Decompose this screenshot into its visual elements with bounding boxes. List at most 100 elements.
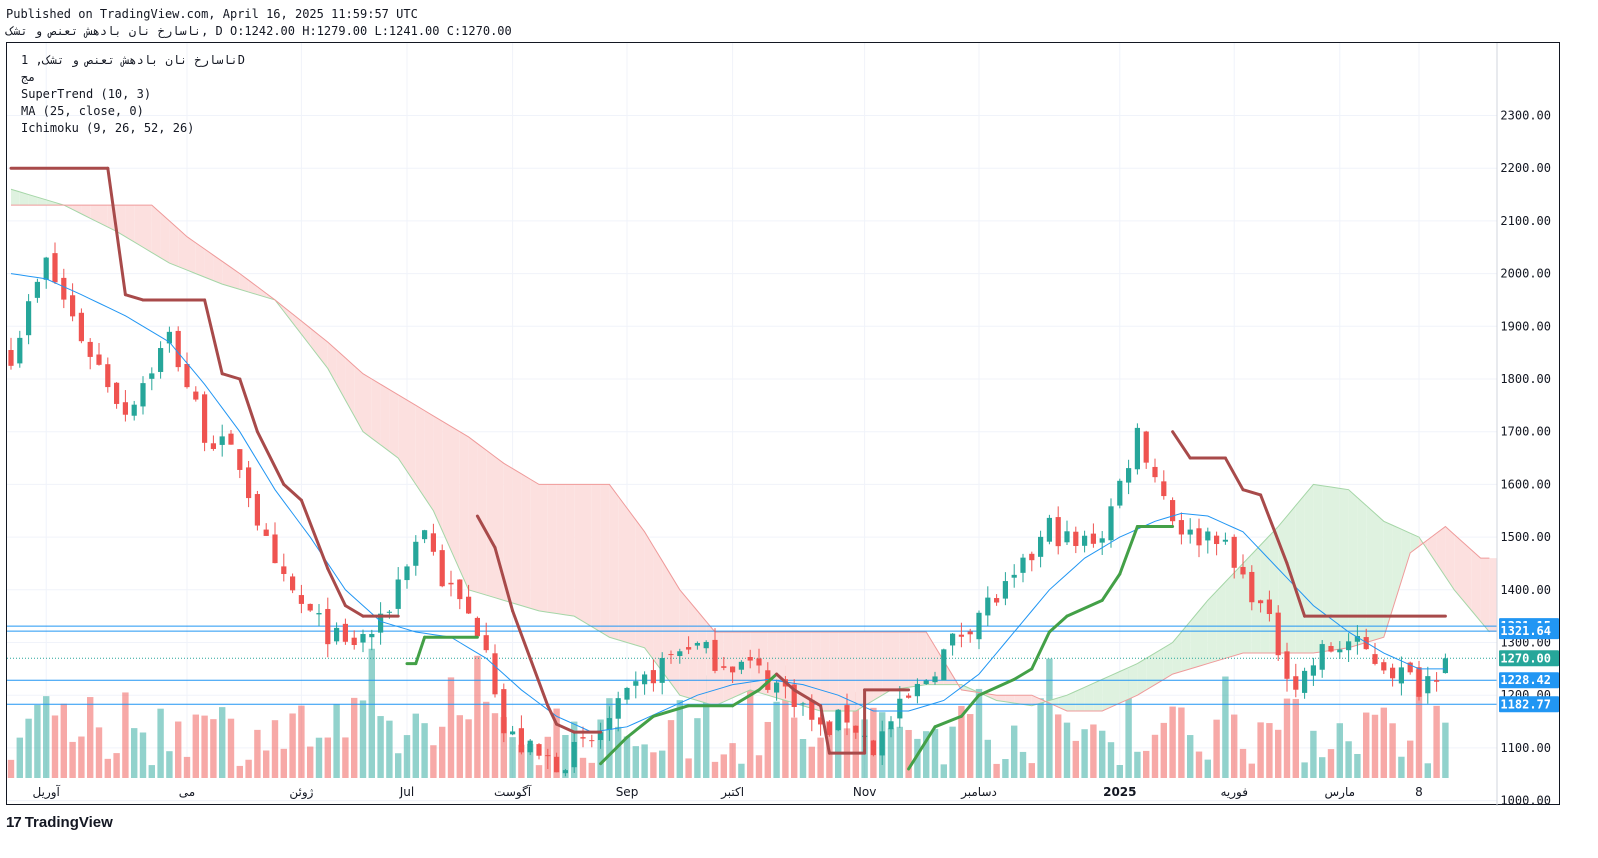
- volume-bar: [210, 719, 217, 778]
- candle-body: [439, 550, 445, 587]
- supertrend-down-segment: [528, 656, 550, 708]
- candle-body: [1381, 662, 1387, 671]
- candle-body: [580, 737, 586, 739]
- legend-ma[interactable]: MA (25, close, 0): [21, 104, 144, 118]
- x-tick-label: می: [179, 785, 195, 799]
- candle-body: [1090, 533, 1096, 544]
- cloud-segment: [1031, 695, 1041, 706]
- cloud-segment: [371, 379, 381, 445]
- supertrend-down-segment: [819, 704, 831, 755]
- volume-bar: [949, 726, 956, 778]
- volume-bar: [7, 759, 15, 778]
- candle-body: [1082, 535, 1088, 546]
- volume-bar: [1310, 730, 1317, 778]
- cloud-segment: [239, 273, 249, 293]
- volume-bar: [201, 715, 208, 778]
- candle-body: [96, 354, 102, 365]
- candle-body: [175, 330, 181, 368]
- cloud-segment: [468, 436, 478, 593]
- candle-body: [1258, 600, 1264, 604]
- volume-bar: [835, 709, 842, 778]
- supertrend-up-segment: [625, 714, 655, 739]
- candle-body: [78, 312, 84, 342]
- cloud-segment: [1023, 695, 1032, 706]
- volume-bar: [359, 700, 367, 778]
- volume-bar: [1248, 763, 1255, 778]
- x-tick-label: Jul: [399, 785, 414, 799]
- candle-body: [501, 689, 507, 734]
- chart-frame[interactable]: 1000.00 1100.00 1200.00 1300.00 1400.00 1500.…: [6, 42, 1561, 806]
- cloud-segment: [838, 631, 847, 712]
- volume-bar: [615, 726, 622, 778]
- candle-body: [1038, 536, 1044, 557]
- candle-body: [545, 755, 551, 757]
- cloud-segment: [363, 373, 372, 439]
- volume-bar: [1160, 722, 1167, 778]
- cloud-segment: [1322, 485, 1331, 652]
- y-tick-label: 2000.00: [1500, 267, 1551, 281]
- supertrend-down-segment: [792, 688, 823, 708]
- cloud-segment: [398, 394, 407, 472]
- volume-bar: [412, 713, 419, 778]
- y-tick-label: 1700.00: [1500, 425, 1551, 439]
- volume-bar: [975, 688, 983, 778]
- candle-body: [835, 709, 841, 731]
- candle-body: [668, 654, 674, 656]
- volume-bar: [491, 713, 499, 778]
- volume-bar: [650, 752, 657, 778]
- price-chart[interactable]: 1000.001100.001200.001300.001400.001500.…: [7, 43, 1561, 806]
- ichimoku-cloud: [10, 188, 1497, 712]
- candle-body: [52, 253, 58, 283]
- cloud-segment: [143, 205, 152, 253]
- candle-body: [17, 337, 23, 364]
- candle-body: [237, 449, 243, 470]
- volume-bar: [333, 704, 340, 778]
- candle-body: [1029, 553, 1035, 561]
- candle-body: [906, 695, 912, 698]
- volume-bar: [1257, 722, 1264, 778]
- candle-body: [360, 634, 366, 643]
- cloud-segment: [864, 631, 874, 706]
- volume-bar: [703, 675, 710, 778]
- volume-bar: [720, 754, 727, 778]
- legend-symbol[interactable]: ناسارخ نان بادهش تعنص و تشک, 1D: [21, 53, 245, 67]
- tradingview-logo[interactable]: 17 TradingView: [6, 814, 113, 831]
- volume-bar: [148, 765, 155, 778]
- price-axis: 1000.001100.001200.001300.001400.001500.…: [1496, 43, 1559, 806]
- candle-body: [210, 443, 216, 449]
- cloud-segment: [125, 205, 135, 242]
- volume-bar: [1169, 706, 1176, 778]
- candle-body: [1337, 649, 1343, 653]
- candle-body: [659, 658, 665, 683]
- candle-body: [254, 494, 260, 526]
- candle-body: [351, 637, 357, 646]
- cloud-segment: [679, 589, 689, 698]
- volume-bar: [1292, 698, 1299, 778]
- candle-body: [325, 608, 331, 645]
- candle-body: [756, 658, 762, 666]
- supertrend-up-segment: [651, 704, 691, 718]
- cloud-segment: [1075, 687, 1085, 712]
- candle-body: [967, 631, 973, 635]
- volume-bar: [465, 719, 472, 778]
- candle-body: [1372, 654, 1378, 664]
- candle-body: [1266, 599, 1272, 615]
- volume-bar: [166, 751, 173, 778]
- legend-ichimoku[interactable]: Ichimoku (9, 26, 52, 26): [21, 121, 195, 135]
- cloud-segment: [1234, 563, 1243, 656]
- cloud-segment: [389, 389, 399, 459]
- ohlc-line: ناسارخ نان بادهش تعنص و تشک, D O:1242.00…: [6, 24, 512, 38]
- cloud-segment: [820, 631, 830, 712]
- cloud-segment: [99, 205, 108, 228]
- y-tick-label: 1900.00: [1500, 319, 1551, 333]
- legend-supertrend[interactable]: SuperTrend (10, 3): [21, 87, 152, 101]
- volume-bar: [773, 701, 780, 778]
- candle-body: [1249, 571, 1255, 603]
- volume-bar: [483, 701, 490, 778]
- candle-body: [914, 683, 920, 697]
- candle-body: [624, 687, 630, 700]
- y-tick-label: 1000.00: [1500, 794, 1551, 806]
- cloud-segment: [829, 631, 839, 712]
- supertrend-down-segment: [255, 430, 286, 486]
- cloud-segment: [591, 484, 601, 632]
